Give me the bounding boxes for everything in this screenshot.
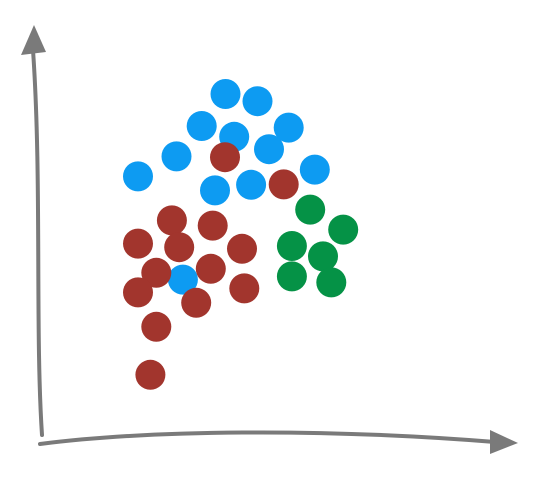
data-point-series-2-4 xyxy=(197,210,228,241)
data-point-series-1-8 xyxy=(299,154,330,185)
data-point-series-2-13 xyxy=(141,311,172,342)
data-point-series-1-6 xyxy=(161,141,192,172)
data-point-series-2-7 xyxy=(227,233,257,264)
data-point-series-2-14 xyxy=(135,359,166,390)
data-point-series-3-5 xyxy=(276,261,307,292)
data-point-series-1-3 xyxy=(186,111,217,141)
data-point-series-3-2 xyxy=(328,214,359,245)
data-point-series-1-11 xyxy=(236,169,267,200)
data-point-series-2-2 xyxy=(268,169,299,200)
data-point-series-2-8 xyxy=(141,257,172,288)
data-point-series-1-5 xyxy=(273,112,304,143)
data-point-series-2-5 xyxy=(123,228,153,259)
x-axis-arrowhead xyxy=(490,430,518,454)
data-point-series-1-9 xyxy=(123,161,153,192)
data-point-series-2-12 xyxy=(181,287,212,318)
data-point-series-3-3 xyxy=(276,231,307,261)
data-point-series-1-12 xyxy=(167,264,198,295)
data-point-series-1-7 xyxy=(254,134,284,165)
data-point-series-2-3 xyxy=(156,205,187,236)
data-point-series-1-10 xyxy=(200,175,230,206)
data-point-series-1-1 xyxy=(210,79,241,109)
data-point-series-2-11 xyxy=(123,277,153,308)
data-point-series-2-1 xyxy=(210,142,240,173)
y-axis-line xyxy=(31,48,44,437)
data-point-series-2-9 xyxy=(195,253,226,284)
data-point-series-3-6 xyxy=(316,267,347,298)
y-axis-arrowhead xyxy=(21,25,46,55)
data-point-series-3-1 xyxy=(295,194,326,225)
data-points xyxy=(123,79,359,390)
x-axis-line xyxy=(38,430,497,446)
data-point-series-2-6 xyxy=(164,232,195,263)
data-point-series-1-2 xyxy=(242,86,273,117)
data-point-series-2-10 xyxy=(229,273,260,304)
data-point-series-3-4 xyxy=(308,241,338,272)
